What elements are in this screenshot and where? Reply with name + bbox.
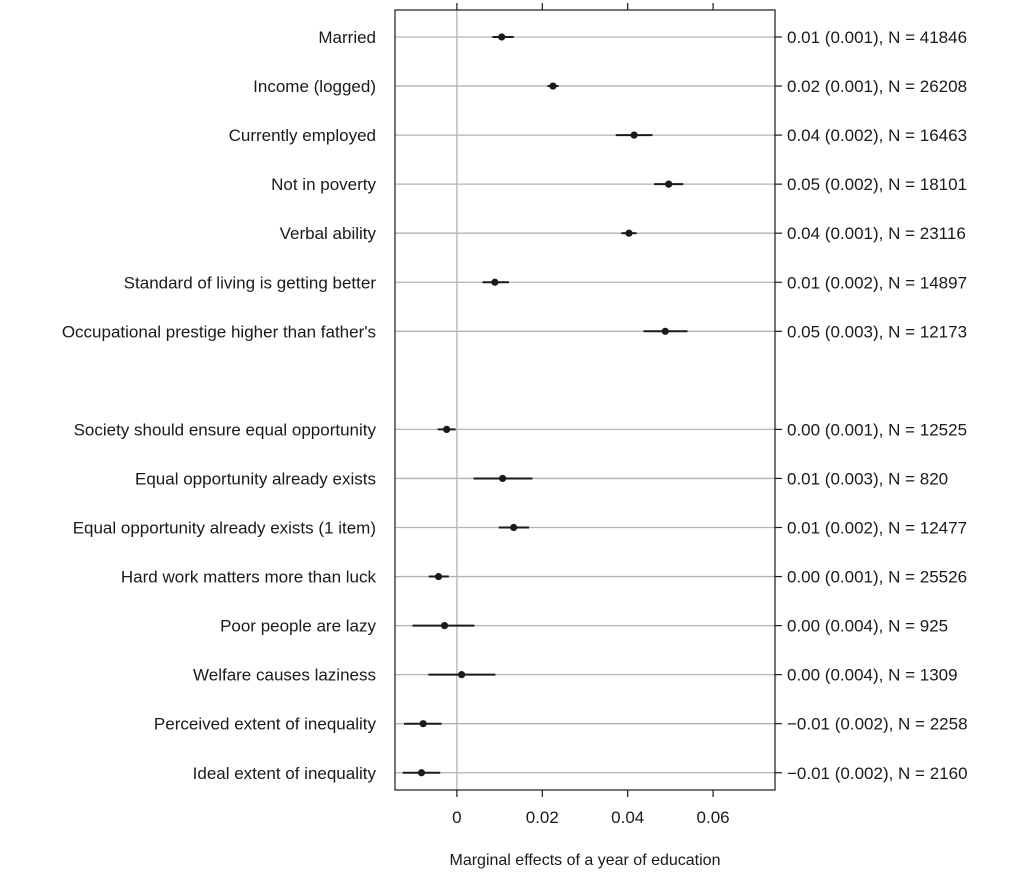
estimate-annotation: 0.04 (0.001), N = 23116	[787, 224, 966, 243]
estimate-annotation: 0.00 (0.001), N = 25526	[787, 568, 967, 587]
estimate-annotation: 0.01 (0.002), N = 12477	[787, 519, 967, 538]
x-tick-label: 0.02	[526, 808, 559, 827]
estimate-annotation: 0.00 (0.004), N = 1309	[787, 666, 958, 685]
row-label: Verbal ability	[280, 224, 377, 243]
estimate-annotation: 0.01 (0.002), N = 14897	[787, 273, 967, 292]
x-tick-label: 0.04	[611, 808, 644, 827]
row-label: Occupational prestige higher than father…	[62, 322, 376, 341]
row-label: Not in poverty	[271, 175, 376, 194]
estimate-point	[630, 131, 638, 139]
estimate-point	[510, 523, 518, 532]
plot-frame	[394, 9, 776, 791]
estimate-annotation: −0.01 (0.002), N = 2160	[787, 764, 968, 783]
estimate-annotations: 0.01 (0.001), N = 41846 0.02 (0.001), N =…	[775, 28, 968, 783]
estimate-point	[661, 327, 669, 335]
estimate-point	[491, 278, 499, 286]
estimate-annotation: 0.05 (0.002), N = 18101	[787, 175, 967, 194]
row-label: Hard work matters more than luck	[121, 568, 377, 587]
estimate-annotation: 0.05 (0.003), N = 12173	[787, 322, 967, 341]
x-axis: 0 0.02 0.04 0.06	[452, 3, 730, 827]
estimate-point	[498, 33, 506, 41]
estimate-point	[434, 572, 443, 581]
row-label: Society should ensure equal opportunity	[74, 420, 377, 439]
row-label: Married	[318, 28, 376, 47]
row-labels: Married Income (logged) Currently employed…	[62, 28, 377, 783]
x-tick-label: 0	[452, 808, 461, 827]
estimate-annotation: 0.01 (0.001), N = 41846	[787, 28, 967, 47]
x-tick-label: 0.06	[697, 808, 730, 827]
row-label: Currently employed	[229, 126, 376, 145]
row-label: Perceived extent of inequality	[154, 715, 377, 734]
estimate-point	[498, 474, 507, 483]
estimate-annotation: 0.02 (0.001), N = 26208	[787, 77, 967, 96]
estimate-point	[419, 720, 427, 728]
estimate-annotation: −0.01 (0.002), N = 2258	[787, 715, 968, 734]
estimate-marks	[402, 33, 688, 777]
row-label: Ideal extent of inequality	[193, 764, 377, 783]
row-label: Income (logged)	[253, 77, 376, 96]
estimate-point	[665, 180, 673, 188]
x-axis-title: Marginal effects of a year of education	[450, 852, 721, 869]
row-label: Equal opportunity already exists (1 item…	[73, 519, 376, 538]
row-label: Standard of living is getting better	[124, 273, 377, 292]
estimate-point	[549, 82, 557, 90]
row-label: Welfare causes laziness	[193, 666, 376, 685]
estimate-point	[440, 622, 449, 630]
estimate-point	[625, 229, 633, 237]
estimate-annotation: 0.04 (0.002), N = 16463	[787, 126, 967, 145]
row-lines	[395, 36, 775, 774]
estimate-point	[417, 769, 426, 777]
estimate-annotation: 0.00 (0.004), N = 925	[787, 617, 948, 636]
estimate-point	[458, 671, 466, 679]
row-label: Equal opportunity already exists	[135, 469, 376, 488]
estimate-point	[443, 425, 451, 433]
estimate-annotation: 0.00 (0.001), N = 12525	[787, 420, 967, 439]
estimate-annotation: 0.01 (0.003), N = 820	[787, 469, 948, 488]
row-label: Poor people are lazy	[220, 617, 376, 636]
